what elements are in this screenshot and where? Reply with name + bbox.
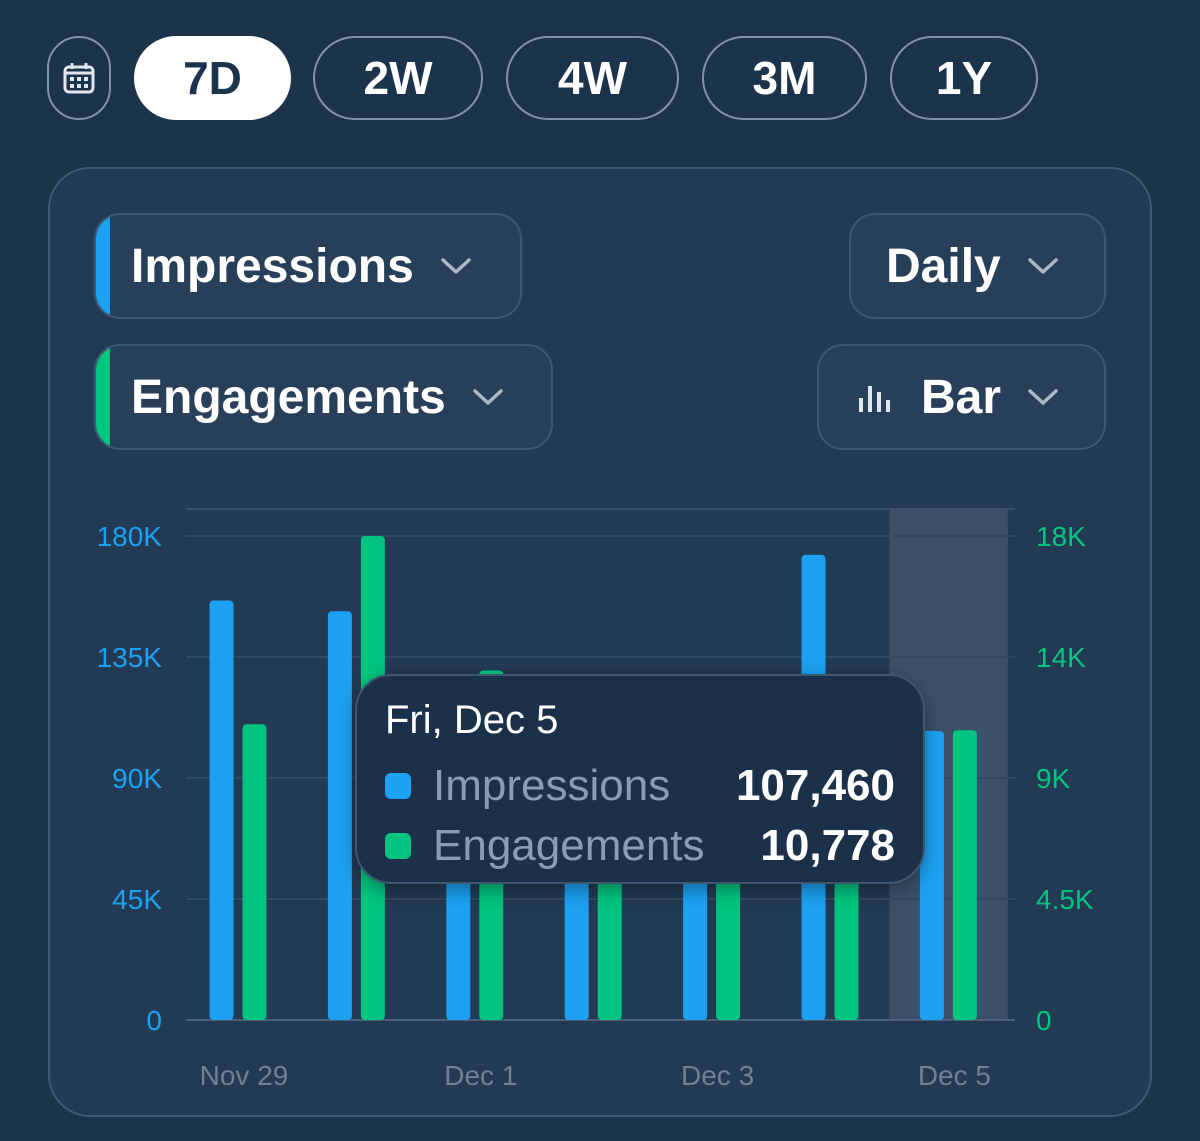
y-left-tick-label: 45K: [112, 884, 162, 915]
x-tick-label: Dec 5: [918, 1060, 991, 1091]
x-tick-label: Dec 3: [681, 1060, 754, 1091]
metric1-dropdown[interactable]: Impressions: [94, 213, 522, 319]
y-right-tick-label: 9K: [1036, 763, 1071, 794]
chart-type-dropdown[interactable]: Bar: [817, 344, 1106, 450]
y-right-tick-label: 14K: [1036, 642, 1086, 673]
y-left-tick-label: 180K: [97, 521, 163, 552]
x-tick-label: Dec 1: [444, 1060, 517, 1091]
range-7d-button[interactable]: 7D: [134, 36, 291, 120]
y-right-tick-label: 0: [1036, 1005, 1052, 1036]
engagements-bar: [242, 724, 267, 1020]
metric2-dropdown[interactable]: Engagements: [94, 344, 553, 450]
impressions-bar: [209, 600, 234, 1020]
range-1y-button[interactable]: 1Y: [890, 36, 1038, 120]
metric1-label: Impressions: [131, 239, 414, 293]
range-4w-button[interactable]: 4W: [506, 36, 679, 120]
time-range-bar: 7D 2W 4W 3M 1Y: [0, 0, 1200, 130]
y-left-tick-label: 135K: [97, 642, 163, 673]
range-2w-button[interactable]: 2W: [313, 36, 483, 120]
calendar-button[interactable]: [47, 36, 111, 120]
bar-chart-icon: [857, 380, 893, 414]
tooltip-engagements-value: 10,778: [760, 821, 895, 870]
tooltip-date: Fri, Dec 5: [385, 698, 559, 742]
engagements-swatch: [385, 833, 411, 859]
impressions-bar: [327, 611, 352, 1020]
engagements-bar: [952, 730, 977, 1020]
tooltip-row-impressions: Impressions 107,460: [385, 760, 895, 812]
interval-label: Daily: [886, 239, 1001, 293]
chart-type-label: Bar: [921, 370, 1002, 424]
tooltip-row-engagements: Engagements 10,778: [385, 820, 895, 872]
chart-tooltip: Fri, Dec 5 Impressions 107,460 Engagemen…: [355, 674, 925, 884]
y-right-tick-label: 4.5K: [1036, 884, 1094, 915]
range-3m-button[interactable]: 3M: [702, 36, 867, 120]
tooltip-impressions-value: 107,460: [735, 761, 895, 810]
y-left-tick-label: 90K: [112, 763, 162, 794]
chevron-down-icon: [440, 256, 472, 276]
tooltip-impressions-label: Impressions: [433, 761, 671, 810]
impressions-swatch: [385, 773, 411, 799]
chevron-down-icon: [1027, 387, 1059, 407]
tooltip-engagements-label: Engagements: [433, 821, 705, 870]
y-right-tick-label: 18K: [1036, 521, 1086, 552]
interval-dropdown[interactable]: Daily: [849, 213, 1106, 319]
x-tick-label: Nov 29: [200, 1060, 289, 1091]
chevron-down-icon: [472, 387, 504, 407]
chevron-down-icon: [1027, 256, 1059, 276]
metric2-label: Engagements: [131, 370, 446, 424]
y-left-tick-label: 0: [146, 1005, 162, 1036]
impressions-bar: [919, 731, 944, 1020]
metric1-color-accent: [96, 215, 110, 317]
metric2-color-accent: [96, 346, 110, 448]
calendar-icon: [62, 61, 96, 95]
